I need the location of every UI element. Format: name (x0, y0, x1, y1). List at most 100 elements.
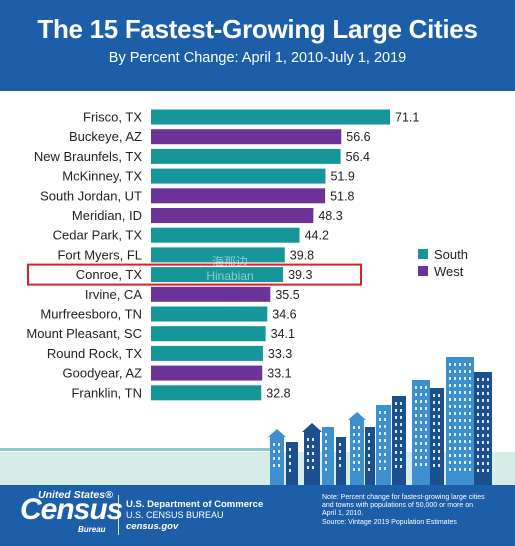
building-window (384, 425, 386, 428)
logo-bureau: Bureau (78, 525, 106, 534)
category-label: Irvine, CA (85, 287, 142, 302)
skyline-building (392, 396, 406, 485)
building-window (449, 454, 451, 457)
building-window (482, 399, 484, 402)
building-window (384, 446, 386, 449)
building-window (425, 449, 427, 452)
building-window (433, 457, 435, 460)
building-window (368, 440, 370, 443)
building-window (339, 443, 341, 446)
building-window (379, 432, 381, 435)
building-window (395, 409, 397, 412)
building-window (420, 400, 422, 403)
category-label: Murfreesboro, TN (40, 307, 142, 322)
building-window (469, 454, 471, 457)
building-window (400, 409, 402, 412)
building-window (464, 440, 466, 443)
building-window (415, 435, 417, 438)
building-window (454, 412, 456, 415)
building-window (384, 453, 386, 456)
building-window (454, 391, 456, 394)
building-window (482, 441, 484, 444)
building-window (415, 421, 417, 424)
building-window (353, 433, 355, 436)
value-label: 35.5 (275, 288, 299, 302)
building-window (477, 469, 479, 472)
building-window (384, 439, 386, 442)
building-window (454, 398, 456, 401)
bar (151, 345, 263, 361)
chart-title: The 15 Fastest-Growing Large Cities (37, 14, 478, 44)
legend-item-south: South (418, 246, 468, 262)
value-label: 39.8 (290, 248, 314, 262)
building-window (469, 405, 471, 408)
building-window (469, 419, 471, 422)
building-window (459, 405, 461, 408)
bar (151, 109, 390, 125)
building-window (384, 411, 386, 414)
building-window (438, 401, 440, 404)
roof (302, 423, 322, 432)
building-window (325, 440, 327, 443)
building-window (379, 411, 381, 414)
building-window (438, 443, 440, 446)
building-window (353, 440, 355, 443)
legend-swatch-south (418, 249, 428, 259)
building-window (454, 377, 456, 380)
building-window (420, 463, 422, 466)
building-window (339, 464, 341, 467)
building-window (433, 401, 435, 404)
building-window (353, 454, 355, 457)
building-window (459, 419, 461, 422)
building-window (312, 466, 314, 469)
building-window (358, 468, 360, 471)
building-window (464, 384, 466, 387)
roof (268, 429, 286, 437)
value-label: 48.3 (318, 209, 342, 223)
dept-line-1: U.S. Department of Commerce (126, 499, 264, 510)
building-window (459, 384, 461, 387)
building-window (469, 370, 471, 373)
building-window (425, 442, 427, 445)
building-window (307, 452, 309, 455)
building-window (477, 399, 479, 402)
building-window (464, 426, 466, 429)
building-window (425, 400, 427, 403)
building-window (469, 433, 471, 436)
building-window (454, 440, 456, 443)
value-label: 51.8 (330, 189, 354, 203)
building-window (289, 455, 291, 458)
building-window (449, 468, 451, 471)
building-window (358, 440, 360, 443)
building-window (273, 450, 275, 453)
building-window (425, 386, 427, 389)
building-window (289, 469, 291, 472)
building-window (482, 448, 484, 451)
bar (151, 286, 271, 302)
building-window (482, 385, 484, 388)
building-window (368, 454, 370, 457)
building-window (420, 428, 422, 431)
value-label: 56.6 (346, 130, 370, 144)
watermark-line1: 海那边 (211, 255, 248, 269)
building-window (449, 426, 451, 429)
highlight-box (27, 263, 362, 286)
category-label: Cedar Park, TX (53, 228, 143, 243)
building-window (487, 469, 489, 472)
category-label: Conroe, TX (76, 267, 143, 282)
building-window (379, 467, 381, 470)
building-window (469, 468, 471, 471)
category-label: Frisco, TX (83, 110, 142, 125)
bar (151, 247, 285, 263)
skyline-building (322, 427, 334, 485)
bar (151, 267, 284, 283)
building-window (395, 437, 397, 440)
category-label: Franklin, TN (71, 385, 142, 400)
building-window (379, 418, 381, 421)
building-window (477, 455, 479, 458)
building-window (415, 407, 417, 410)
legend-label-south: South (434, 246, 468, 262)
watermark: 海那边 Hinabian (185, 255, 275, 283)
building-window (415, 428, 417, 431)
